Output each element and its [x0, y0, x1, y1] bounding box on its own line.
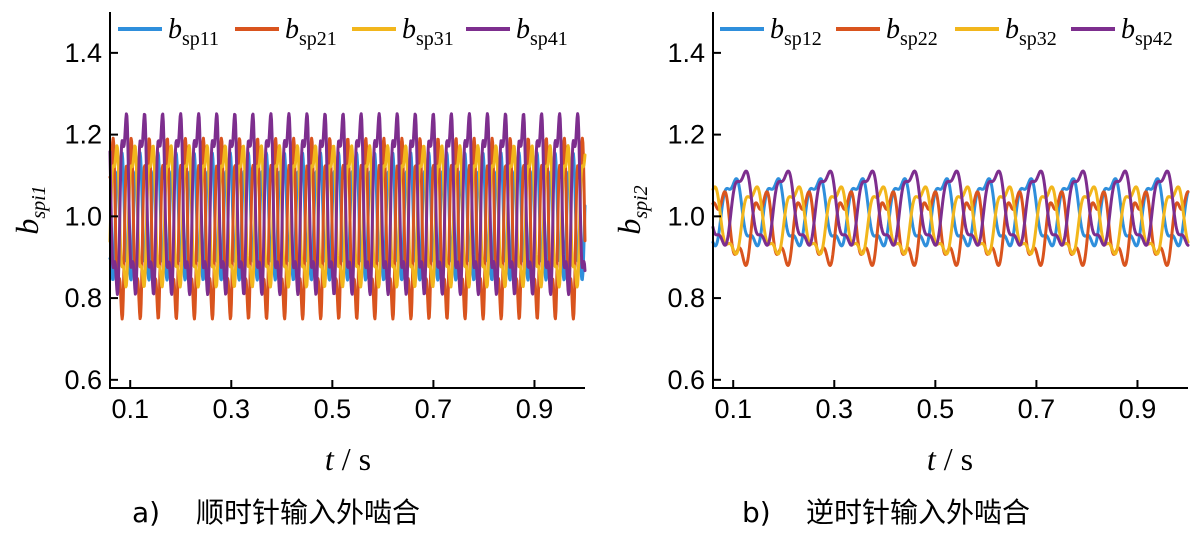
panel-b-y-tick-label: 0.8 — [667, 283, 705, 313]
panel-b-legend-label-4: bsp42 — [1121, 14, 1173, 50]
panel-a-x-tick-label: 0.7 — [415, 394, 453, 424]
panel-a-axis-frame — [109, 12, 585, 389]
panel-b: 0.1 0.3 0.5 0.7 0.9 0.6 0.8 1.0 1.2 1.4 bsp12 bs… — [611, 12, 1190, 529]
panel-b-legend: bsp12 bsp22 bsp32 bsp42 — [720, 14, 1173, 50]
panel-a-axes — [109, 12, 585, 389]
panel-a-legend-label-2: bsp21 — [285, 14, 337, 50]
panel-a-series-line-sp41 — [108, 112, 587, 297]
panel-a-y-ticks: 0.6 0.8 1.0 1.2 1.4 — [64, 38, 118, 395]
panel-a-series-line-sp31 — [108, 144, 587, 289]
panel-b-caption-text: 逆时针输入外啮合 — [806, 496, 1030, 529]
panel-a-x-tick-label: 0.5 — [314, 394, 352, 424]
panel-a-x-axis-title: t / s — [325, 441, 371, 477]
panel-a-y-axis-title: bspi1 — [9, 185, 50, 234]
panel-a-caption-text: 顺时针输入外啮合 — [196, 496, 420, 529]
panel-b-x-ticks: 0.1 0.3 0.5 0.7 0.9 — [714, 380, 1156, 424]
panel-a-legend: bsp11 bsp21 bsp31 bsp41 — [118, 14, 568, 50]
panel-a-x-tick-label: 0.9 — [516, 394, 554, 424]
panel-a-legend-label-3: bsp31 — [402, 14, 454, 50]
panel-b-series-lines — [711, 169, 1190, 267]
panel-a-y-tick-label: 1.4 — [64, 38, 102, 68]
panel-b-x-tick-label: 0.3 — [816, 394, 854, 424]
panel-b-y-tick-label: 1.2 — [667, 120, 705, 150]
panel-b-y-tick-label: 1.4 — [667, 38, 705, 68]
panel-a-y-tick-label: 1.0 — [64, 201, 102, 231]
panel-a-x-tick-label: 0.1 — [111, 394, 149, 424]
panel-b-x-axis-title: t / s — [927, 441, 973, 477]
panel-b-x-tick-label: 0.1 — [714, 394, 752, 424]
panel-a-x-tick-label: 0.3 — [213, 394, 251, 424]
panel-a: 0.1 0.3 0.5 0.7 0.9 0.6 0.8 1.0 1.2 1.4 bsp11 bs… — [9, 12, 587, 529]
panel-b-y-tick-label: 1.0 — [667, 201, 705, 231]
panel-b-axis-frame — [712, 12, 1188, 389]
panel-b-x-tick-label: 0.9 — [1119, 394, 1157, 424]
panel-a-y-tick-label: 0.6 — [64, 365, 102, 395]
panel-b-series-line-sp42 — [711, 169, 1190, 247]
panel-b-legend-label-1: bsp12 — [770, 14, 822, 50]
panel-a-y-tick-label: 0.8 — [64, 283, 102, 313]
panel-a-x-ticks: 0.1 0.3 0.5 0.7 0.9 — [111, 380, 553, 424]
panel-b-x-tick-label: 0.5 — [917, 394, 955, 424]
panel-b-legend-label-2: bsp22 — [886, 14, 938, 50]
panel-b-caption-letter: b) — [742, 496, 771, 529]
panel-a-legend-label-4: bsp41 — [516, 14, 568, 50]
panel-b-y-ticks: 0.6 0.8 1.0 1.2 1.4 — [667, 38, 721, 395]
panel-b-y-tick-label: 0.6 — [667, 365, 705, 395]
panel-b-x-tick-label: 0.7 — [1018, 394, 1056, 424]
panel-b-y-axis-title: bspi2 — [611, 185, 652, 234]
panel-b-legend-label-3: bsp32 — [1005, 14, 1057, 50]
panel-a-caption-letter: a) — [132, 496, 160, 529]
panel-b-axes — [712, 12, 1188, 389]
panel-a-legend-label-1: bsp11 — [168, 14, 219, 50]
panel-a-series-lines — [108, 112, 587, 321]
panel-a-y-tick-label: 1.2 — [64, 120, 102, 150]
